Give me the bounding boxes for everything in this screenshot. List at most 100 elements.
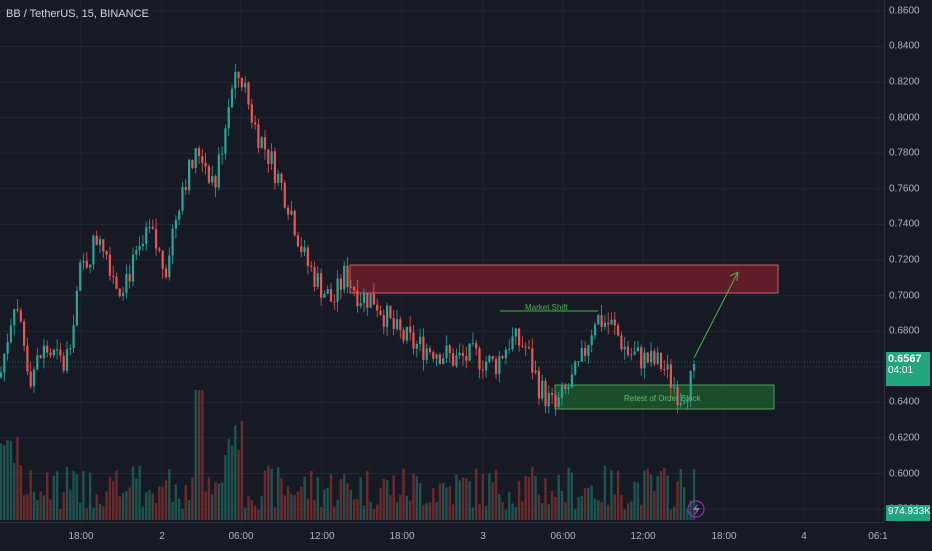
volume-bar [508,491,511,520]
candle-body [46,345,49,353]
volume-bar [286,486,290,520]
candle-body [23,321,26,346]
candle-body [191,159,194,168]
candle-body [534,370,537,373]
volume-bar [49,499,52,520]
volume-bar [550,491,554,520]
candle-body [481,369,484,371]
candle-body [640,347,643,369]
volume-bar [319,506,323,520]
candle-body [475,342,478,349]
volume-bar [590,485,593,520]
volume-bar [201,390,204,520]
candle-body [692,364,696,371]
volume-bar [607,504,610,520]
volume-bar [323,489,326,520]
volume-bar [290,494,293,520]
candle-body [445,345,448,359]
price-axis-label: 0.8000 [889,112,920,124]
volume-bar [379,487,382,520]
volume-bar [326,487,329,520]
volume-bar [75,474,79,520]
volume-bar [174,484,178,520]
demand-zone [554,384,775,410]
volume-bar [253,505,257,520]
time-axis[interactable]: 18:00 2 06:00 12:00 18:00 3 06:00 12:00 18:00 4 06… [0,522,888,551]
candle-body [273,151,276,183]
candle-body [211,176,214,183]
candle-body [138,246,141,250]
volume-bar [689,500,692,520]
volume-bar [197,390,201,520]
volume-bar [306,498,310,520]
volume-bar [329,474,333,520]
current-price-value: 0.6567 [888,353,922,365]
candle-body [630,354,633,356]
candle-body [369,293,372,308]
volume-bar [369,501,372,520]
candle-body [32,369,36,387]
candle-body [643,352,646,369]
volume-bar [333,506,336,520]
price-axis[interactable]: 0.8600 0.8400 0.8200 0.8000 0.7800 0.7600 0.74… [884,0,932,522]
candle-body [626,346,630,355]
candle-body [524,346,527,348]
candle-body [260,137,263,148]
candle-body [392,317,395,329]
chart-area[interactable]: Market Shift Retest of Order Block BB / … [0,0,884,522]
volume-bar [633,481,636,520]
price-axis-label: 0.6200 [889,432,920,444]
volume-bar [646,468,649,520]
candle-body [676,386,679,406]
price-axis-label: 0.7200 [889,254,920,266]
candle-body [184,187,187,191]
candle-body [448,345,451,354]
volume-bar [108,476,112,520]
candlestick-chart[interactable]: Market Shift Retest of Order Block [0,0,884,522]
candle-body [514,328,517,337]
volume-bar [244,507,247,520]
volume-bar [395,502,399,520]
candle-body [161,250,164,269]
price-axis-label: 0.6400 [889,396,920,408]
volume-bar [79,503,82,520]
candle-body [620,335,623,350]
volume-bar [6,440,9,520]
price-axis-label: 0.8200 [889,76,920,88]
volume-bar [659,471,663,520]
candle-body [95,235,98,245]
volume-bar [673,506,676,520]
candle-body [36,355,39,370]
candle-body [617,325,620,336]
candle-body [254,122,257,125]
volume-bar [435,502,438,520]
candle-body [151,227,154,230]
candle-body [145,227,148,244]
volume-bar [623,509,626,520]
volume-bar [204,491,207,520]
candle-body [230,88,234,108]
candle-body [168,255,171,278]
volume-bar [138,465,141,520]
candle-body [296,235,300,247]
volume-bar [151,493,154,520]
volume-bar [570,472,574,520]
volume-bar [560,491,564,520]
volume-bar [98,503,102,520]
symbol-legend[interactable]: BB / TetherUS, 15, BINANCE [6,8,149,20]
candle-body [564,385,567,390]
candle-body [541,380,544,399]
candle-body [112,275,115,277]
candle-body [679,403,682,406]
candle-body [13,309,16,326]
volume-bar [376,504,379,520]
candle-body [290,210,293,215]
candle-body [590,335,593,346]
candle-body [69,348,72,350]
candle-body [600,315,603,327]
candle-body [419,336,422,344]
volume-bar [125,491,128,520]
volume-bar [504,509,508,520]
volume-bar [465,478,468,520]
lightning-bolt-icon[interactable] [687,500,705,518]
